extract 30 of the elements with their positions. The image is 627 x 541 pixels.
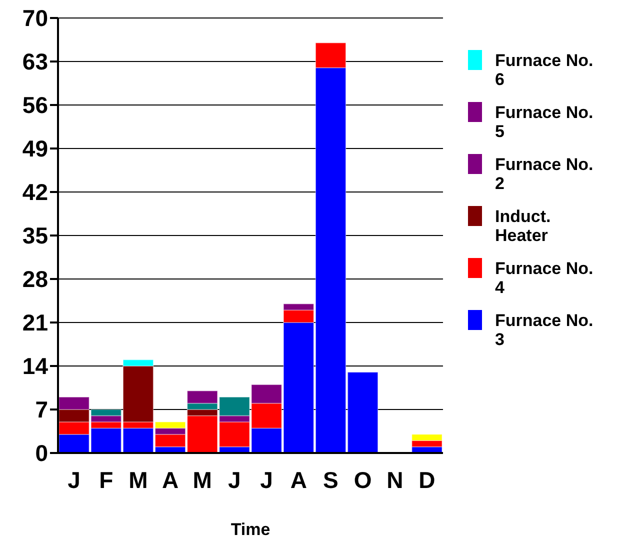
y-tick-label: 7 — [35, 396, 48, 423]
y-tick-label: 70 — [22, 5, 48, 32]
y-tick-label: 63 — [22, 48, 48, 75]
y-tick-label: 35 — [22, 222, 48, 249]
y-tick-label: 42 — [22, 179, 48, 206]
legend-label: Furnace No. 3 — [495, 311, 594, 349]
x-tick-label: S — [323, 467, 338, 493]
x-tick-label: F — [99, 467, 114, 493]
x-tick-label: J — [68, 467, 80, 493]
y-tick-label: 14 — [22, 353, 48, 380]
x-tick-label: M — [128, 467, 148, 493]
y-tick-label: 49 — [22, 136, 48, 162]
x-tick-label: J — [228, 467, 241, 493]
legend-label: Induct. Heater — [495, 207, 551, 245]
legend-label: Furnace No. 5 — [495, 103, 594, 141]
x-tick-label: O — [354, 467, 372, 493]
y-tick-label: 0 — [35, 440, 48, 466]
x-axis-title: Time — [230, 520, 270, 539]
legend-label: Furnace No. 4 — [495, 259, 594, 297]
x-tick-label: D — [418, 467, 436, 493]
legend-label: Furnace No. 6 — [495, 51, 594, 89]
y-tick-label: 21 — [22, 310, 48, 336]
x-tick-label: J — [260, 467, 273, 493]
y-tick-label: 56 — [22, 92, 48, 118]
x-tick-label: A — [162, 467, 179, 493]
y-tick-label: 28 — [22, 266, 48, 292]
x-tick-label: A — [290, 467, 307, 493]
legend-label: Furnace No. 2 — [495, 155, 594, 193]
x-tick-label: M — [192, 467, 212, 493]
x-tick-label: N — [386, 467, 404, 493]
